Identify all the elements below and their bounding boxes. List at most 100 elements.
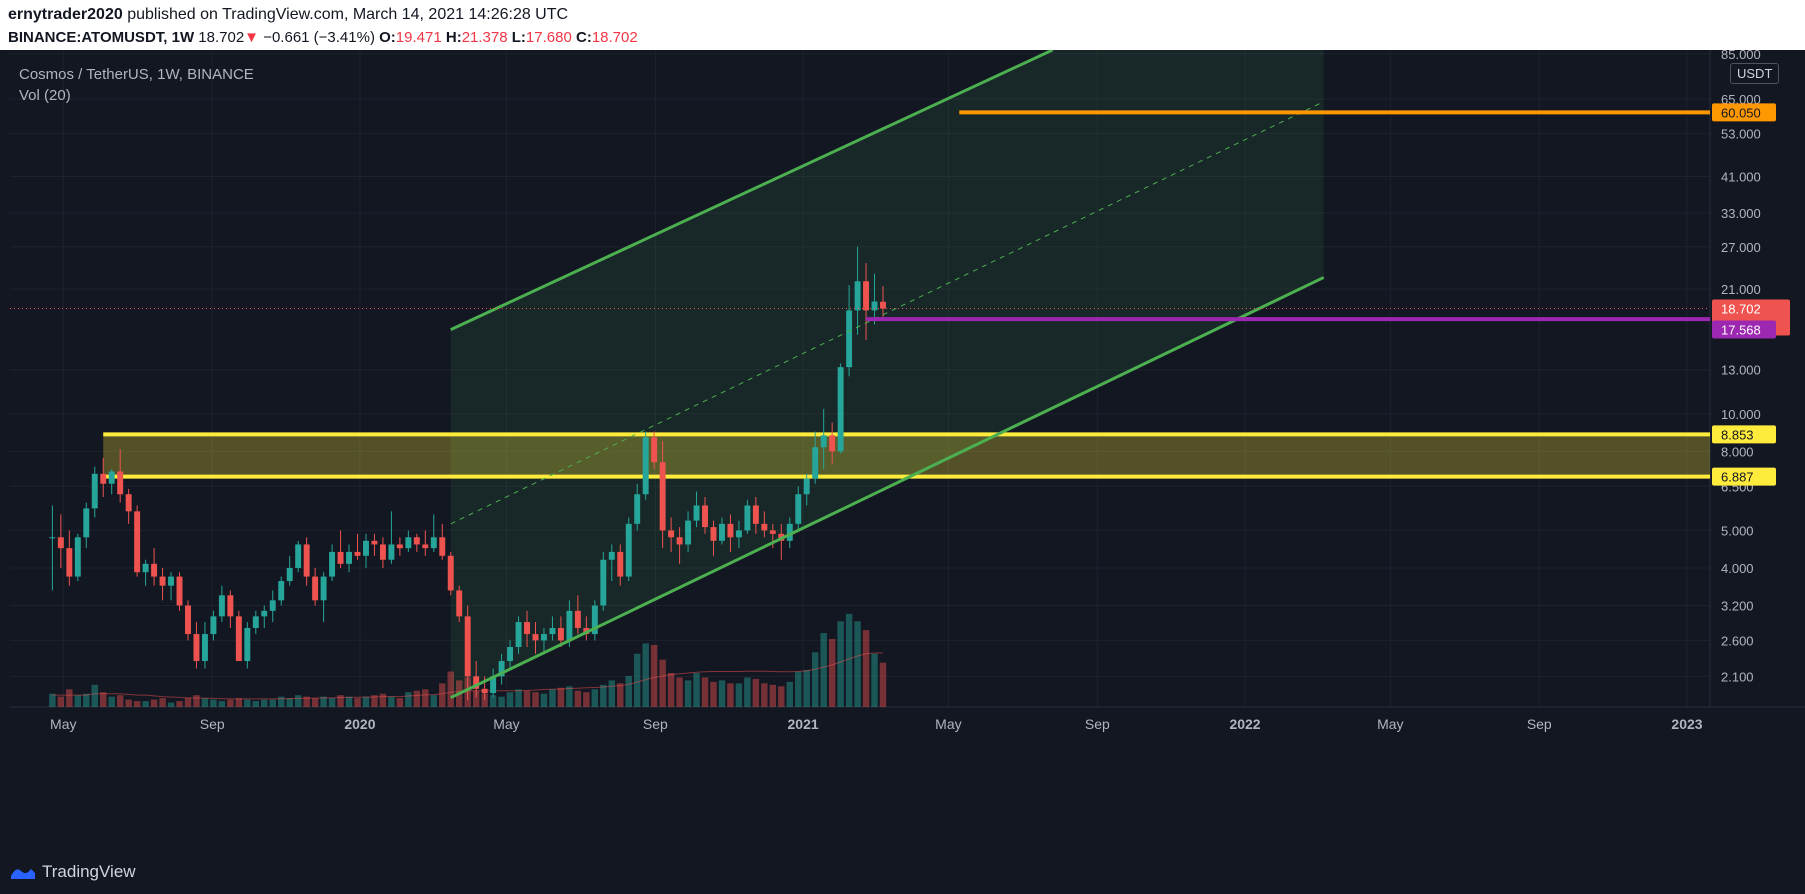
support-price-tag: 17.568 [1721, 322, 1761, 337]
volume-bar [515, 689, 522, 707]
candle [557, 616, 564, 648]
candle-body [574, 610, 581, 628]
candle [464, 605, 471, 701]
candle [447, 551, 454, 596]
candle [176, 572, 183, 611]
volume-bar [328, 698, 336, 707]
candle-body [566, 610, 573, 641]
candle-body [837, 367, 844, 452]
candle [651, 431, 658, 470]
candle [549, 616, 556, 641]
candle [744, 499, 751, 534]
candle-body [413, 537, 420, 545]
candle [752, 496, 759, 534]
volume-bar [218, 701, 226, 707]
volume-bar [244, 699, 251, 707]
volume-bar [523, 690, 531, 707]
volume-bar [625, 675, 632, 707]
candle [108, 469, 115, 495]
volume-bar [778, 686, 785, 707]
tradingview-logo[interactable]: TradingView [10, 862, 136, 882]
volume-bar [557, 687, 565, 707]
volume-bar [125, 699, 132, 707]
zone-top-price-tag-bg [1712, 425, 1776, 444]
volume-bar [566, 686, 573, 707]
candle-body [659, 462, 666, 531]
time-tick-label: May [50, 716, 76, 732]
volume-bar [133, 701, 141, 707]
volume-bar [345, 696, 353, 707]
candle-body [651, 437, 658, 463]
candle-body [795, 494, 802, 524]
volume-bar [701, 677, 709, 707]
volume-bar [574, 690, 582, 707]
price-tick-label: 2.600 [1721, 633, 1754, 648]
author-name[interactable]: ernytrader2020 [8, 6, 123, 23]
price-chart[interactable]: 85.000 65.000 53.000 41.000 33.000 27.000 21.0… [0, 50, 1805, 844]
candle-body [871, 301, 878, 311]
candle [820, 408, 827, 470]
volume-bar [489, 695, 497, 707]
volume-bar [100, 692, 107, 707]
symbol-label: BINANCE:ATOMUSDT, 1W [8, 29, 195, 46]
candle-body [252, 616, 259, 628]
volume-bar [786, 681, 793, 707]
series-legend[interactable]: Cosmos / TetherUS, 1W, BINANCE [19, 66, 254, 83]
price-tick-label: 85.000 [1721, 50, 1761, 62]
currency-label[interactable]: USDT [1730, 63, 1780, 84]
candle-body [142, 563, 149, 573]
volume-legend[interactable]: Vol (20) [19, 87, 71, 104]
high-label: H: [445, 29, 462, 46]
candle [185, 600, 191, 641]
volume-bar [142, 701, 149, 707]
candle-body [422, 544, 429, 549]
candle-body [286, 567, 293, 582]
volume-bar [388, 696, 395, 707]
candle-body [693, 505, 700, 521]
candle-body [685, 520, 692, 545]
volume-bar [591, 689, 599, 707]
candle-body [625, 523, 632, 577]
candle-body [278, 581, 285, 601]
candle [710, 520, 717, 556]
candle-body [354, 551, 361, 556]
candle-body [761, 523, 768, 531]
candle-body [515, 622, 522, 648]
candle [541, 627, 547, 654]
candle [218, 585, 225, 623]
candle [795, 486, 802, 531]
volume-bar [108, 696, 115, 707]
candle-body [117, 471, 124, 495]
candle [125, 488, 132, 524]
candle-body [159, 576, 166, 586]
volume-bar [845, 613, 853, 707]
candle [142, 559, 149, 586]
volume-bar [430, 695, 438, 707]
time-tick-label: Sep [643, 716, 668, 732]
candle [201, 622, 208, 669]
candle-body [125, 494, 132, 512]
volume-bar [294, 695, 302, 707]
target-price-tag-bg [1712, 103, 1776, 122]
volume-bar [549, 689, 556, 707]
candle [244, 622, 251, 669]
candle-body [388, 544, 395, 560]
volume-bar [506, 692, 514, 707]
candle-body [312, 576, 319, 601]
candle [532, 622, 539, 654]
candle-body [405, 537, 412, 549]
chart-area[interactable]: 85.000 65.000 53.000 41.000 33.000 27.000 21.0… [0, 50, 1805, 844]
zone-top-price-tag: 8.853 [1721, 427, 1754, 442]
volume-bar [184, 698, 192, 707]
candle-body [532, 634, 539, 641]
volume-bar [405, 692, 412, 707]
candle [269, 590, 276, 623]
candle [693, 491, 700, 528]
volume-bar [422, 689, 429, 707]
volume-bar [744, 677, 751, 707]
footer: TradingView [0, 844, 1805, 894]
volume-bar [167, 702, 175, 707]
candle [354, 533, 361, 560]
volume-bar [600, 684, 607, 707]
candle-body [854, 281, 861, 311]
